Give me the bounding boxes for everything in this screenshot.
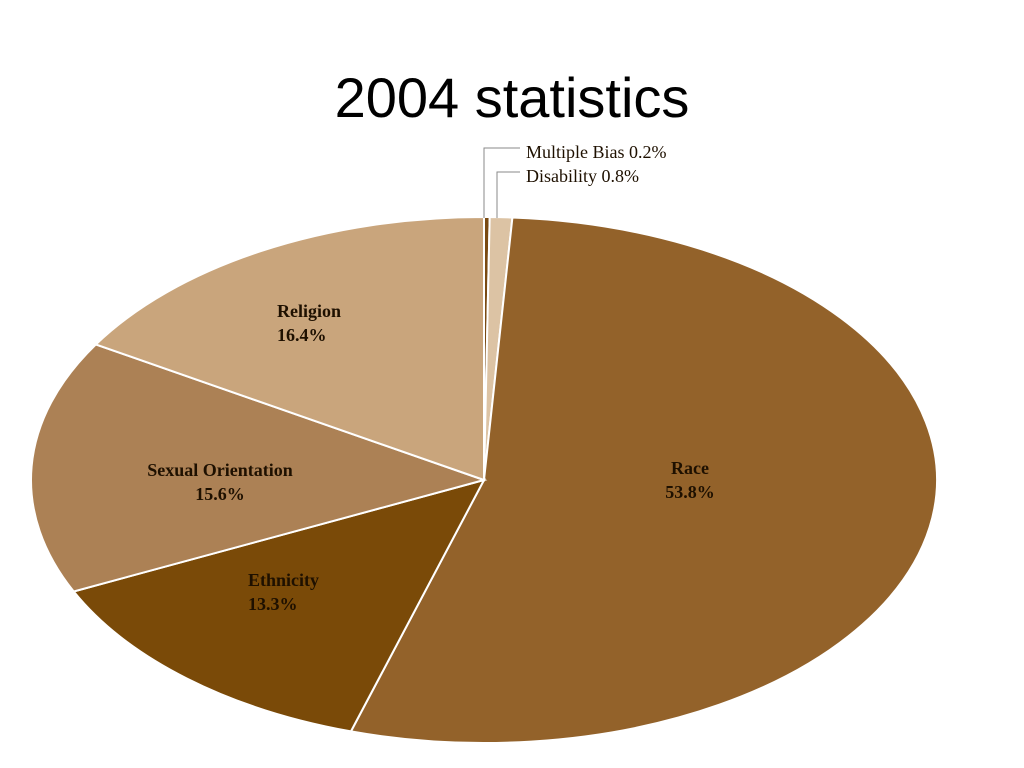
pie-slice-race: [349, 216, 938, 744]
slice-label-multiple-bias: Multiple Bias 0.2%: [526, 142, 667, 162]
slice-label-sexual-orientation: Sexual Orientation 15.6%: [147, 460, 293, 504]
slice-name-religion: Religion: [277, 301, 341, 321]
pie-slice-sexual-orientation: [30, 343, 488, 593]
slice-value-race: 53.8%: [665, 482, 715, 502]
slice-name-race: Race: [671, 458, 709, 478]
slice-value-religion: 16.4%: [277, 325, 327, 345]
leader-line-multiple-bias: [483, 147, 520, 218]
slice-label-religion: Religion 16.4%: [277, 301, 341, 345]
slice-label-ethnicity: Ethnicity 13.3%: [248, 570, 319, 614]
pie-slice-religion: [93, 215, 485, 482]
pie-slice-ethnicity: [71, 478, 486, 733]
slice-label-disability: Disability 0.8%: [526, 166, 639, 186]
slice-value-ethnicity: 13.3%: [248, 594, 298, 614]
slice-name-sexual-orientation: Sexual Orientation: [147, 460, 293, 480]
slice-name-ethnicity: Ethnicity: [248, 570, 319, 590]
leader-line-disability: [496, 171, 520, 218]
slice-value-sexual-orientation: 15.6%: [195, 484, 245, 504]
slide-title: 2004 statistics: [334, 66, 690, 129]
slice-label-race: Race 53.8%: [665, 458, 715, 502]
